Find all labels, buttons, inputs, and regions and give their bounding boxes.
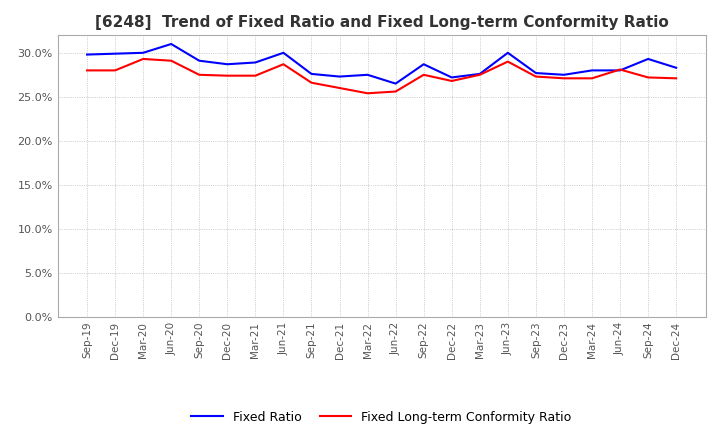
Fixed Ratio	[167, 41, 176, 47]
Fixed Long-term Conformity Ratio	[307, 80, 316, 85]
Fixed Ratio	[83, 52, 91, 57]
Fixed Ratio	[364, 72, 372, 77]
Fixed Long-term Conformity Ratio	[195, 72, 204, 77]
Fixed Long-term Conformity Ratio	[364, 91, 372, 96]
Fixed Ratio	[644, 56, 652, 62]
Fixed Ratio	[223, 62, 232, 67]
Fixed Ratio	[559, 72, 568, 77]
Fixed Ratio	[475, 71, 484, 77]
Fixed Ratio	[279, 50, 288, 55]
Fixed Ratio	[531, 70, 540, 76]
Fixed Ratio	[616, 68, 624, 73]
Fixed Ratio	[336, 74, 344, 79]
Line: Fixed Long-term Conformity Ratio: Fixed Long-term Conformity Ratio	[87, 59, 676, 93]
Fixed Ratio	[251, 60, 260, 65]
Fixed Long-term Conformity Ratio	[391, 89, 400, 94]
Fixed Long-term Conformity Ratio	[672, 76, 680, 81]
Fixed Ratio	[447, 75, 456, 80]
Fixed Ratio	[111, 51, 120, 56]
Fixed Long-term Conformity Ratio	[139, 56, 148, 62]
Fixed Ratio	[391, 81, 400, 86]
Fixed Long-term Conformity Ratio	[588, 76, 596, 81]
Fixed Ratio	[588, 68, 596, 73]
Fixed Long-term Conformity Ratio	[279, 62, 288, 67]
Fixed Long-term Conformity Ratio	[503, 59, 512, 64]
Fixed Long-term Conformity Ratio	[531, 74, 540, 79]
Fixed Long-term Conformity Ratio	[447, 78, 456, 84]
Line: Fixed Ratio: Fixed Ratio	[87, 44, 676, 84]
Fixed Long-term Conformity Ratio	[559, 76, 568, 81]
Fixed Long-term Conformity Ratio	[111, 68, 120, 73]
Fixed Long-term Conformity Ratio	[167, 58, 176, 63]
Fixed Ratio	[195, 58, 204, 63]
Fixed Long-term Conformity Ratio	[83, 68, 91, 73]
Fixed Ratio	[503, 50, 512, 55]
Fixed Ratio	[307, 71, 316, 77]
Fixed Long-term Conformity Ratio	[336, 85, 344, 91]
Fixed Long-term Conformity Ratio	[475, 72, 484, 77]
Title: [6248]  Trend of Fixed Ratio and Fixed Long-term Conformity Ratio: [6248] Trend of Fixed Ratio and Fixed Lo…	[95, 15, 668, 30]
Fixed Long-term Conformity Ratio	[644, 75, 652, 80]
Fixed Long-term Conformity Ratio	[251, 73, 260, 78]
Fixed Long-term Conformity Ratio	[223, 73, 232, 78]
Fixed Ratio	[672, 65, 680, 70]
Fixed Ratio	[139, 50, 148, 55]
Fixed Ratio	[419, 62, 428, 67]
Legend: Fixed Ratio, Fixed Long-term Conformity Ratio: Fixed Ratio, Fixed Long-term Conformity …	[186, 406, 577, 429]
Fixed Long-term Conformity Ratio	[616, 67, 624, 72]
Fixed Long-term Conformity Ratio	[419, 72, 428, 77]
